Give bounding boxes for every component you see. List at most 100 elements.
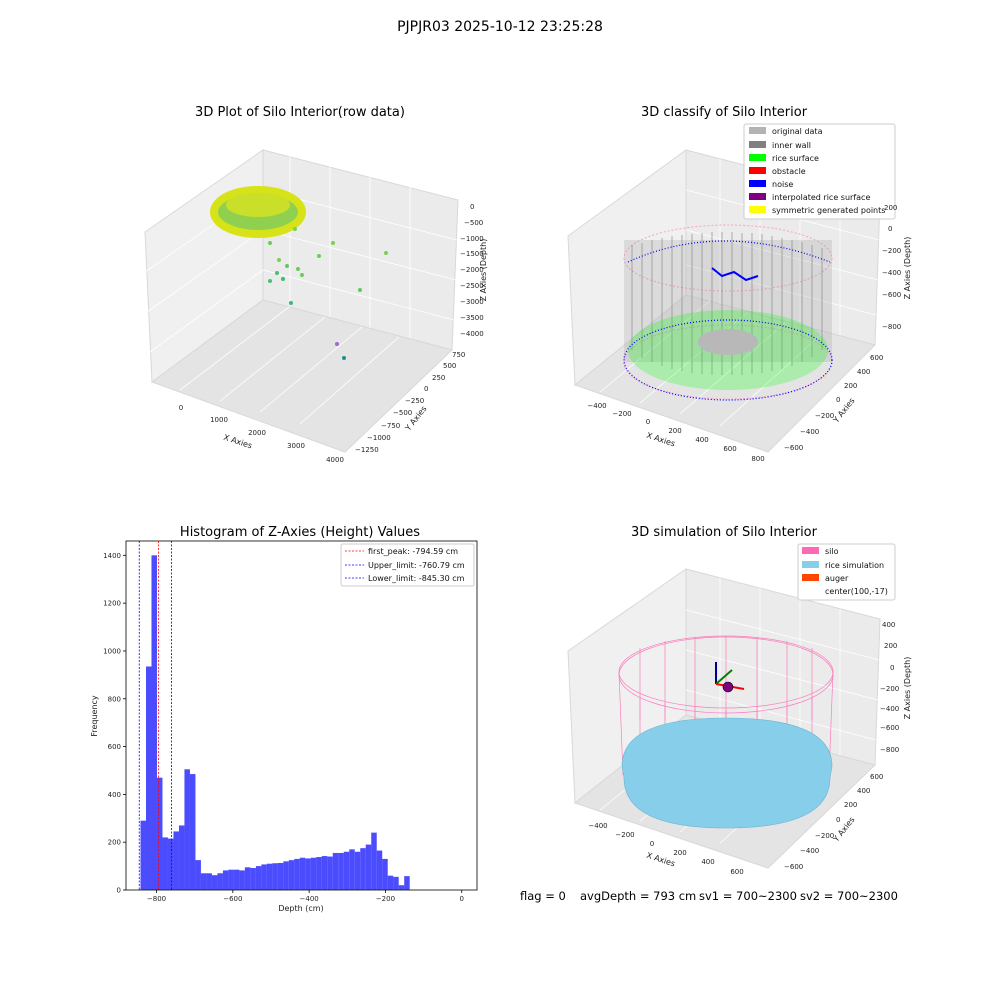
panel2-ztick: −800 bbox=[882, 323, 901, 331]
panel4-xtick: 600 bbox=[730, 868, 743, 876]
footer-avg-depth: avgDepth = 793 cm bbox=[580, 889, 696, 903]
scatter-point bbox=[277, 258, 281, 262]
panel4-ytick: −400 bbox=[800, 847, 819, 855]
histogram-legend-frame bbox=[340, 543, 475, 587]
histogram-bar bbox=[140, 820, 146, 890]
panel1-ztick: −4000 bbox=[460, 330, 484, 338]
legend-label: rice simulation bbox=[825, 561, 884, 570]
histogram-bar bbox=[327, 856, 333, 890]
panel1-ztick: −3500 bbox=[460, 314, 484, 322]
panel4-ztick: 200 bbox=[884, 642, 897, 650]
panel1-title: 3D Plot of Silo Interior(row data) bbox=[195, 105, 405, 120]
panel4-xtick: 200 bbox=[673, 849, 686, 857]
x-tick-label: −400 bbox=[300, 895, 319, 903]
y-tick-label: 1200 bbox=[103, 600, 121, 608]
panel1-xtick: 1000 bbox=[210, 416, 228, 424]
panel1-ytick: 0 bbox=[424, 385, 428, 393]
histogram-legend-item: first_peak: -794.59 cm bbox=[345, 547, 458, 556]
histogram-bar bbox=[299, 857, 306, 890]
histogram-bar bbox=[305, 858, 311, 890]
legend-label: Lower_limit: -845.30 cm bbox=[368, 574, 465, 583]
scatter-point bbox=[358, 288, 362, 292]
panel1-ytick: −1000 bbox=[367, 434, 391, 442]
panel2-ylabel: Y Axies bbox=[831, 396, 857, 425]
panel-histogram: Histogram of Z-Axies (Height) Values −80… bbox=[90, 525, 478, 913]
panel4-ztick: −400 bbox=[880, 705, 899, 713]
panel4-legend-item: rice simulation bbox=[802, 561, 884, 570]
histogram-ylabel: Frequency bbox=[90, 695, 99, 737]
panel4-rice-simulation bbox=[621, 717, 833, 829]
panel1-zlabel: Z Axies (Depth) bbox=[479, 239, 488, 302]
panel4-xtick: −400 bbox=[588, 822, 607, 830]
histogram-bar bbox=[151, 555, 157, 890]
panel1-ztick: −1500 bbox=[460, 250, 484, 258]
legend-swatch bbox=[749, 206, 766, 213]
scatter-point bbox=[335, 342, 339, 346]
histogram-bar bbox=[393, 876, 399, 890]
panel2-noise-cluster bbox=[711, 267, 759, 282]
histogram-bar bbox=[222, 870, 229, 890]
y-tick-label: 200 bbox=[108, 839, 121, 847]
panel2-ytick: −400 bbox=[800, 428, 819, 436]
histogram-legend-item: Lower_limit: -845.30 cm bbox=[345, 574, 465, 583]
histogram-bar bbox=[250, 868, 256, 890]
panel4-ztick: −800 bbox=[880, 746, 899, 754]
panel4-xlabel: X Axies bbox=[645, 851, 676, 869]
histogram-bar bbox=[167, 838, 174, 890]
histogram-bar bbox=[354, 851, 361, 890]
y-tick-label: 0 bbox=[117, 887, 121, 895]
histogram-x-ticks: −800 −600 −400 −200 0 bbox=[147, 890, 464, 903]
panel2-legend-item: symmetric generated points bbox=[749, 206, 885, 215]
histogram-bar bbox=[195, 860, 201, 890]
legend-swatch bbox=[749, 193, 766, 200]
panel4-ztick: −200 bbox=[880, 685, 899, 693]
panel2-legend-item: noise bbox=[749, 180, 793, 189]
histogram-bar bbox=[261, 864, 267, 890]
panel4-ylabel: Y Axies bbox=[831, 815, 857, 844]
scatter-point bbox=[289, 301, 293, 305]
panel2-legend-frame bbox=[743, 123, 896, 220]
histogram-legend: first_peak: -794.59 cm Upper_limit: -760… bbox=[340, 543, 475, 587]
legend-label: rice surface bbox=[772, 154, 819, 163]
panel2-xtick: −400 bbox=[587, 402, 606, 410]
scatter-point bbox=[331, 241, 335, 245]
scatter-point bbox=[275, 271, 279, 275]
panel1-3d-box bbox=[144, 149, 459, 453]
panel2-ztick: −400 bbox=[882, 269, 901, 277]
panel2-ytick: −600 bbox=[784, 444, 803, 452]
status-footer: flag = 0 avgDepth = 793 cm sv1 = 700~230… bbox=[520, 889, 898, 903]
panel2-xtick: 800 bbox=[751, 455, 764, 463]
y-tick-label: 1000 bbox=[103, 647, 121, 655]
legend-swatch bbox=[749, 154, 766, 161]
scatter-point bbox=[300, 273, 304, 277]
scatter-point bbox=[317, 254, 321, 258]
histogram-bar bbox=[288, 860, 295, 890]
panel1-xtick: 2000 bbox=[248, 429, 266, 437]
panel-simulation: 3D simulation of Silo Interior bbox=[567, 525, 912, 876]
histogram-bar bbox=[272, 863, 278, 890]
panel2-legend-item: rice surface bbox=[749, 154, 819, 163]
y-tick-label: 600 bbox=[108, 743, 121, 751]
histogram-bar bbox=[316, 857, 322, 890]
histogram-bar bbox=[343, 851, 350, 890]
panel2-y-ticks: −600 −400 −200 0 200 400 600 bbox=[784, 354, 883, 452]
histogram-reference-lines bbox=[138, 541, 172, 890]
panel2-pink-bottom-ring bbox=[623, 324, 833, 400]
panel4-x-ticks: −400 −200 0 200 400 600 bbox=[588, 822, 743, 876]
panel2-noise-bottom-ring bbox=[623, 319, 833, 401]
panel1-x-ticks: 0 1000 2000 3000 4000 bbox=[179, 404, 344, 464]
panel4-y-ticks: −600 −400 −200 0 200 400 600 bbox=[784, 773, 883, 871]
histogram-bar bbox=[239, 870, 245, 890]
legend-label: inner wall bbox=[772, 141, 811, 150]
panel1-ztick: −2000 bbox=[460, 266, 484, 274]
panel2-z-ticks: 200 0 −200 −400 −600 −800 bbox=[882, 204, 901, 331]
histogram-bar bbox=[266, 863, 273, 890]
panel4-ytick: 600 bbox=[870, 773, 883, 781]
panel1-grid bbox=[144, 156, 458, 425]
panel2-legend: original data inner wall rice surface ob… bbox=[743, 123, 896, 220]
panel4-legend-item: silo bbox=[802, 547, 839, 556]
legend-label: symmetric generated points bbox=[772, 206, 885, 215]
panel1-ztick: 0 bbox=[470, 203, 474, 211]
panel2-wall-stripes bbox=[631, 232, 823, 375]
panel2-ytick: 600 bbox=[870, 354, 883, 362]
